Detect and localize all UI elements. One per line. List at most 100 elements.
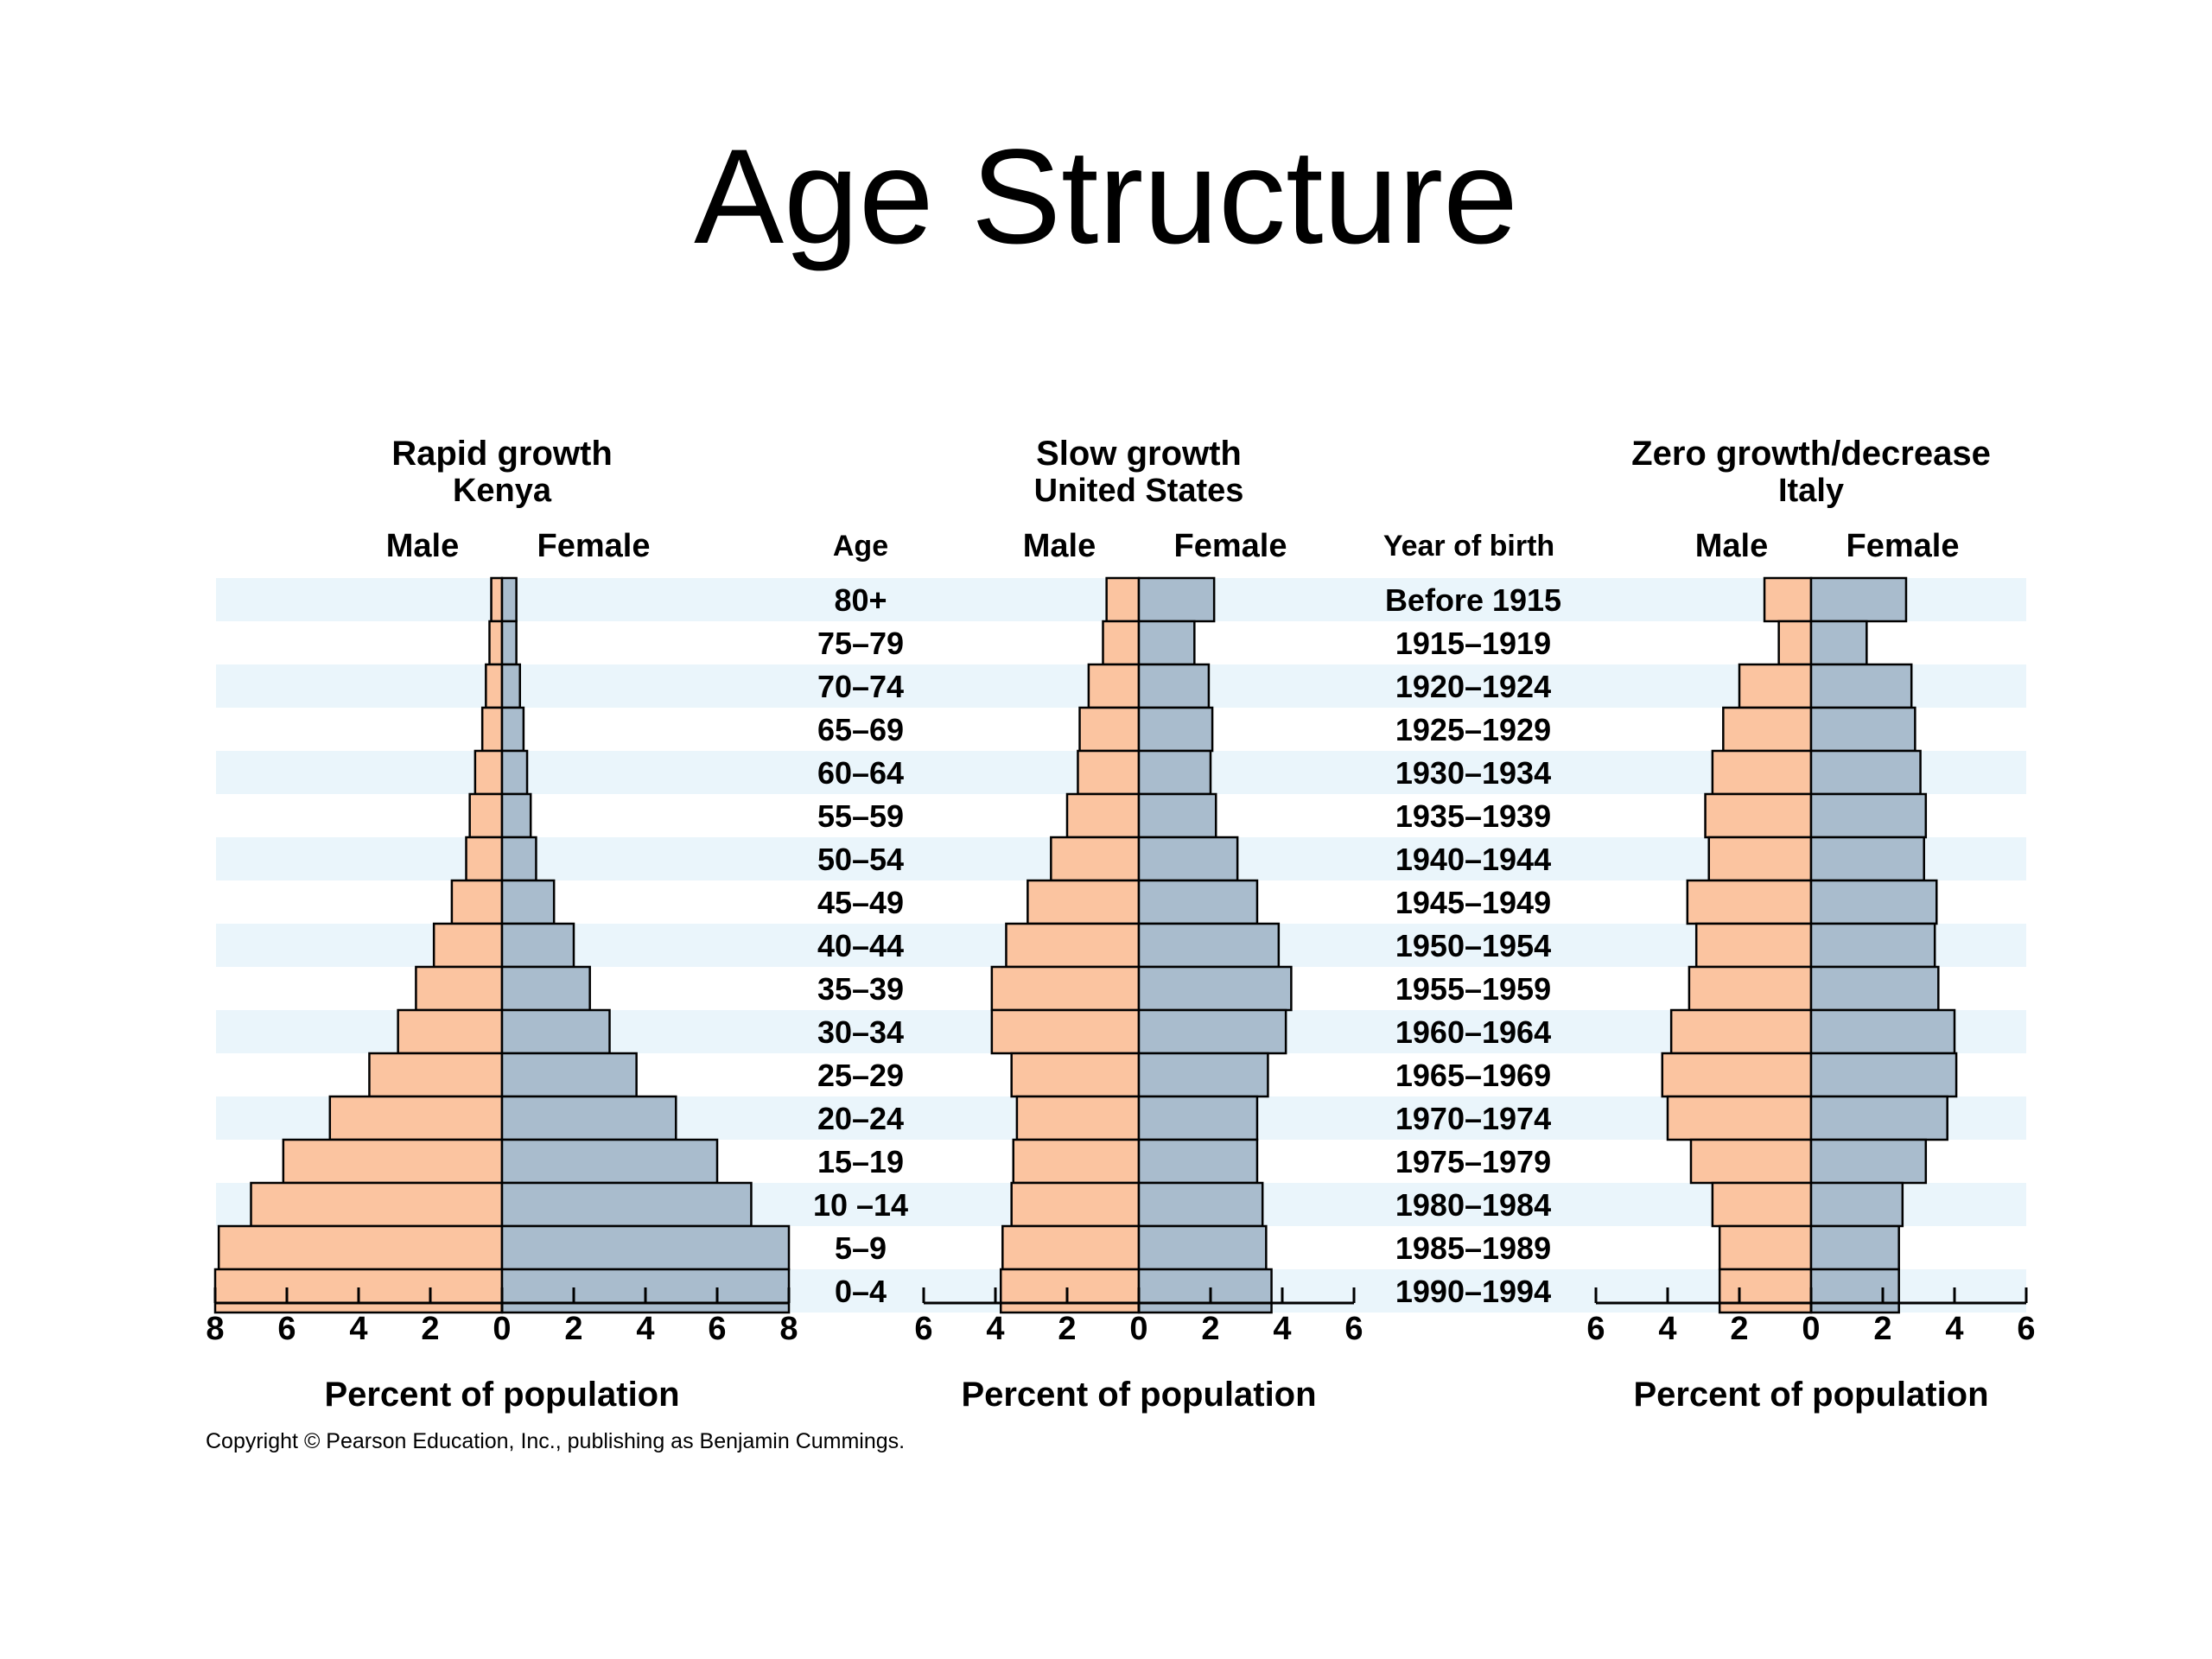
male-bar: [1087, 663, 1141, 709]
male-bar: [1718, 1268, 1813, 1314]
year-of-birth-label: 1935–1939: [1395, 798, 1551, 834]
female-bar: [1137, 1008, 1287, 1055]
male-label: Male: [386, 528, 459, 564]
male-bar: [474, 749, 504, 796]
age-header: Age: [833, 530, 888, 563]
male-label: Male: [1023, 528, 1096, 564]
female-bar: [1809, 1224, 1900, 1271]
female-bar: [1137, 792, 1217, 839]
male-bar: [250, 1181, 504, 1228]
female-bar: [500, 663, 521, 709]
year-of-birth-header: Year of birth: [1383, 530, 1554, 563]
female-bar: [1137, 1181, 1264, 1228]
male-bar: [368, 1052, 504, 1098]
female-bar: [1809, 1268, 1900, 1314]
male-bar: [1027, 879, 1141, 925]
female-label: Female: [1174, 528, 1287, 564]
male-bar: [1694, 922, 1813, 969]
x-tick-label: 6: [914, 1311, 932, 1347]
female-bar: [1137, 836, 1239, 882]
age-label: 20–24: [817, 1101, 904, 1136]
chart-subtitle: Italy: [1778, 473, 1844, 509]
male-bar: [217, 1224, 504, 1271]
age-label: 50–54: [817, 842, 904, 877]
x-tick-label: 0: [1129, 1311, 1147, 1347]
male-bar: [485, 663, 504, 709]
x-tick-label: 6: [1586, 1311, 1605, 1347]
male-bar: [1005, 922, 1141, 969]
male-bar: [1102, 620, 1141, 666]
year-of-birth-label: 1940–1944: [1395, 842, 1551, 877]
x-tick-label: 2: [1873, 1311, 1891, 1347]
male-bar: [990, 965, 1141, 1012]
age-label: 30–34: [817, 1014, 904, 1050]
x-tick-label: 2: [564, 1311, 582, 1347]
year-of-birth-label: 1980–1984: [1395, 1187, 1551, 1223]
year-of-birth-label: 1955–1959: [1395, 971, 1551, 1007]
female-bar: [1137, 706, 1214, 753]
male-bar: [1704, 792, 1813, 839]
male-bar: [1050, 836, 1141, 882]
female-bar: [500, 965, 591, 1012]
female-bar: [1809, 1008, 1956, 1055]
year-of-birth-label: 1930–1934: [1395, 755, 1551, 791]
male-bar: [488, 620, 504, 666]
female-bar: [500, 749, 529, 796]
chart-title: Slow growth: [1036, 435, 1242, 473]
chart-title: Zero growth/decrease: [1631, 435, 1991, 473]
male-bar: [1669, 1008, 1813, 1055]
x-tick-label: 4: [1273, 1311, 1291, 1347]
female-bar: [500, 1052, 638, 1098]
year-of-birth-label: 1960–1964: [1395, 1014, 1551, 1050]
male-bar: [450, 879, 504, 925]
female-label: Female: [1847, 528, 1960, 564]
x-axis-label: Percent of population: [1633, 1376, 1988, 1414]
x-tick-label: 6: [277, 1311, 296, 1347]
female-bar: [1137, 1268, 1273, 1314]
male-bar: [1012, 1138, 1141, 1185]
male-bar: [1777, 620, 1813, 666]
female-bar: [1137, 749, 1212, 796]
age-label: 45–49: [817, 885, 904, 920]
age-label: 60–64: [817, 755, 904, 791]
male-bar: [1666, 1095, 1813, 1141]
male-bar: [1738, 663, 1813, 709]
male-bar: [1065, 792, 1141, 839]
female-bar: [500, 1008, 611, 1055]
female-bar: [1809, 1095, 1948, 1141]
x-tick-label: 6: [2017, 1311, 2035, 1347]
female-bar: [1809, 1181, 1904, 1228]
male-bar: [397, 1008, 504, 1055]
male-bar: [1078, 706, 1141, 753]
female-bar: [1137, 1138, 1259, 1185]
male-bar: [432, 922, 504, 969]
female-bar: [500, 792, 532, 839]
male-bar: [1661, 1052, 1813, 1098]
female-bar: [500, 576, 518, 623]
male-bar: [1077, 749, 1141, 796]
female-bar: [1809, 706, 1916, 753]
female-bar: [1137, 1052, 1269, 1098]
x-tick-label: 4: [1945, 1311, 1963, 1347]
age-label: 70–74: [817, 669, 904, 704]
female-bar: [500, 1224, 791, 1271]
female-bar: [1137, 576, 1216, 623]
male-bar: [990, 1008, 1141, 1055]
year-of-birth-label: 1950–1954: [1395, 928, 1551, 963]
female-label: Female: [537, 528, 651, 564]
x-tick-label: 0: [493, 1311, 511, 1347]
x-tick-label: 2: [1730, 1311, 1748, 1347]
female-bar: [500, 620, 518, 666]
year-of-birth-label: 1970–1974: [1395, 1101, 1551, 1136]
female-bar: [1809, 663, 1913, 709]
female-bar: [500, 879, 556, 925]
female-bar: [1809, 922, 1936, 969]
x-tick-label: 4: [1658, 1311, 1676, 1347]
age-label: 80+: [834, 582, 887, 618]
female-bar: [1137, 965, 1293, 1012]
female-bar: [500, 1095, 677, 1141]
x-tick-label: 2: [1058, 1311, 1076, 1347]
female-bar: [1809, 576, 1908, 623]
x-axis-label: Percent of population: [961, 1376, 1316, 1414]
